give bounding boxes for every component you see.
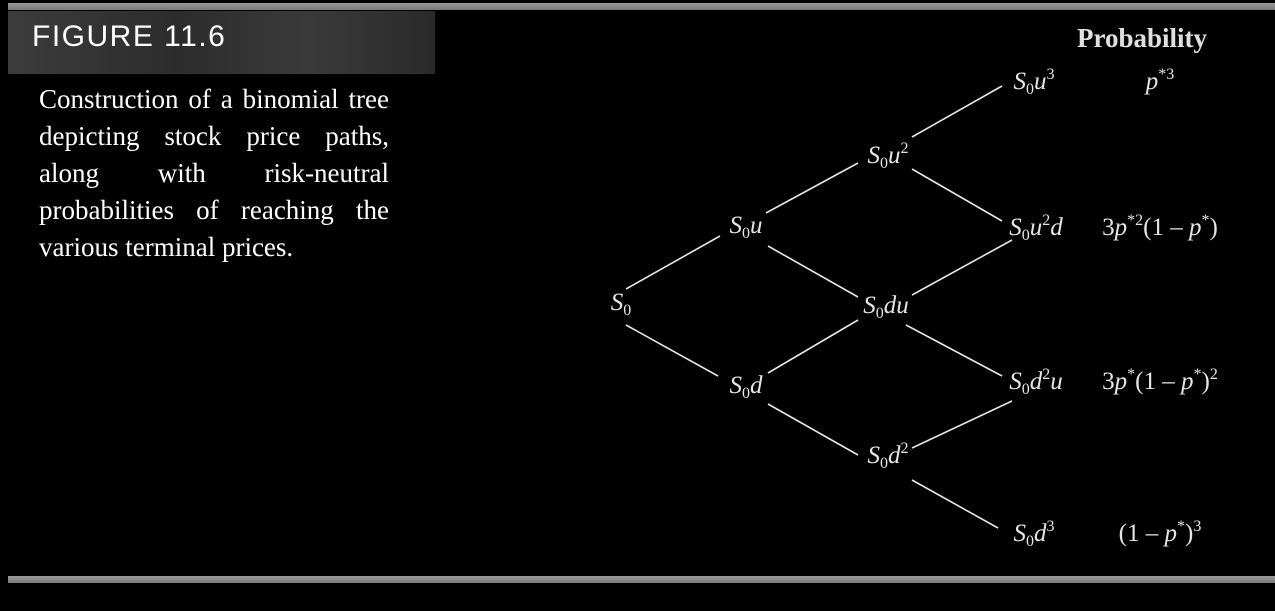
node-s0u2d: S0u2d [1009, 212, 1063, 244]
node-s0d3: S0d3 [1013, 518, 1055, 550]
figure-caption: Construction of a binomial tree depictin… [39, 84, 389, 262]
node-s0: S0 [610, 289, 632, 319]
edge-s0du-s0d2u [905, 324, 1003, 377]
node-s0d2u: S0d2u [1009, 366, 1063, 398]
edge-s0d-s0du [767, 319, 859, 374]
edge-s0u-s0du [767, 245, 859, 298]
edge-s0u-s0u2 [765, 162, 859, 214]
edge-s0du-s0u2d [911, 239, 1013, 296]
prob-d2u: 3p*(1 – p*)2 [1102, 366, 1218, 395]
edge-s0-s0d [625, 324, 719, 377]
edge-s0u2-s0u3 [911, 85, 1003, 138]
node-s0d: S0d [729, 372, 763, 402]
prob-d3: (1 – p*)3 [1118, 518, 1202, 547]
node-s0u: S0u [729, 212, 763, 242]
probability-header: Probability [1077, 23, 1208, 53]
node-s0u2: S0u2 [867, 140, 909, 172]
node-s0d2: S0d2 [867, 440, 909, 472]
node-s0u3: S0u3 [1013, 66, 1055, 98]
edge-s0u2-s0u2d [911, 168, 1003, 222]
figure-banner [8, 11, 435, 74]
edge-s0d2-s0d2u [911, 400, 1013, 449]
node-s0du: S0du [863, 292, 909, 322]
bottom-rule [8, 576, 1275, 583]
edge-s0d-s0d2 [767, 403, 859, 456]
edge-s0d2-s0d3 [911, 479, 999, 529]
prob-u3: p*3 [1145, 66, 1175, 95]
edge-s0-s0u [625, 235, 721, 290]
top-rule [8, 3, 1275, 10]
figure-label: FIGURE 11.6 [32, 20, 227, 53]
prob-u2d: 3p*2(1 – p*) [1102, 212, 1218, 241]
